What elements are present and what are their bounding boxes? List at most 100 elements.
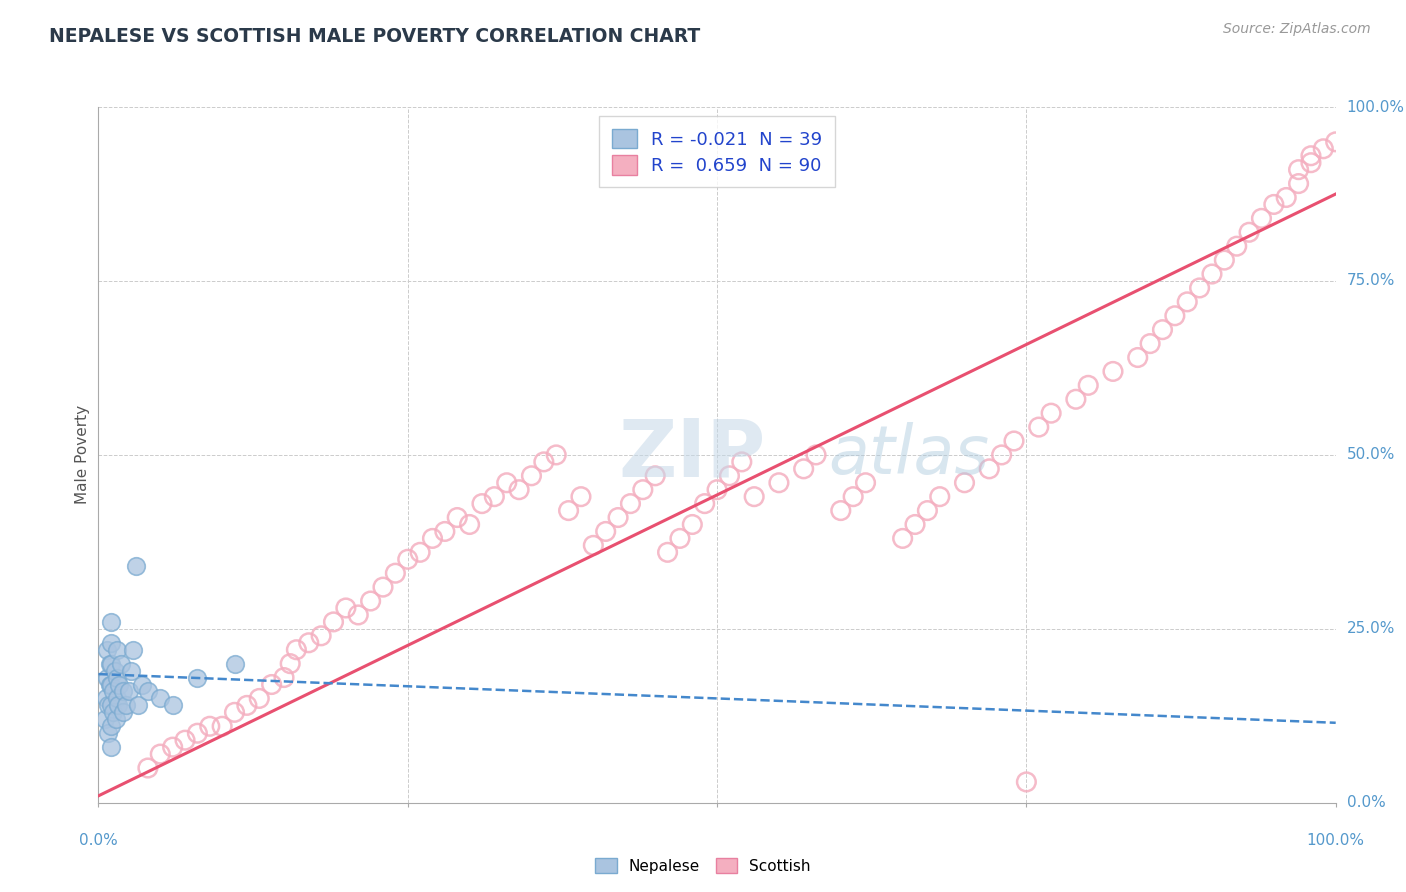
Text: atlas: atlas — [828, 422, 990, 488]
Point — [97, 726, 120, 740]
Point — [162, 698, 184, 713]
Point — [98, 657, 121, 671]
Point — [347, 607, 370, 622]
Point — [100, 677, 122, 691]
Point — [842, 490, 865, 504]
Point — [94, 691, 117, 706]
Point — [657, 545, 679, 559]
Point — [247, 691, 270, 706]
Point — [471, 497, 494, 511]
Point — [520, 468, 543, 483]
Point — [100, 698, 122, 713]
Point — [96, 671, 118, 685]
Point — [97, 698, 120, 713]
Point — [1213, 253, 1236, 268]
Point — [105, 691, 128, 706]
Point — [1015, 775, 1038, 789]
Point — [533, 455, 555, 469]
Point — [93, 712, 115, 726]
Point — [928, 490, 950, 504]
Point — [174, 733, 197, 747]
Point — [1250, 211, 1272, 226]
Point — [979, 462, 1001, 476]
Point — [422, 532, 444, 546]
Point — [1152, 323, 1174, 337]
Point — [273, 671, 295, 685]
Point — [110, 657, 132, 671]
Point — [458, 517, 481, 532]
Point — [211, 719, 233, 733]
Point — [260, 677, 283, 691]
Point — [1288, 177, 1310, 191]
Point — [1201, 267, 1223, 281]
Text: 100.0%: 100.0% — [1347, 100, 1405, 114]
Point — [1263, 197, 1285, 211]
Point — [360, 594, 382, 608]
Point — [149, 691, 172, 706]
Point — [1064, 392, 1087, 407]
Point — [100, 615, 122, 629]
Point — [198, 719, 221, 733]
Point — [1126, 351, 1149, 365]
Point — [1226, 239, 1249, 253]
Text: 25.0%: 25.0% — [1347, 622, 1395, 636]
Point — [103, 706, 125, 720]
Point — [1102, 364, 1125, 378]
Point — [607, 510, 630, 524]
Point — [100, 636, 122, 650]
Legend: Nepalese, Scottish: Nepalese, Scottish — [589, 852, 817, 880]
Point — [495, 475, 517, 490]
Text: 100.0%: 100.0% — [1306, 833, 1365, 848]
Point — [322, 615, 344, 629]
Point — [127, 698, 149, 713]
Point — [1164, 309, 1187, 323]
Point — [186, 671, 208, 685]
Point — [1237, 225, 1260, 239]
Point — [619, 497, 641, 511]
Point — [396, 552, 419, 566]
Point — [433, 524, 456, 539]
Point — [186, 726, 208, 740]
Text: Source: ZipAtlas.com: Source: ZipAtlas.com — [1223, 22, 1371, 37]
Point — [1077, 378, 1099, 392]
Point — [298, 636, 321, 650]
Point — [100, 740, 122, 755]
Point — [669, 532, 692, 546]
Point — [384, 566, 406, 581]
Point — [891, 532, 914, 546]
Point — [1324, 135, 1347, 149]
Point — [595, 524, 617, 539]
Point — [112, 684, 135, 698]
Point — [131, 677, 153, 691]
Y-axis label: Male Poverty: Male Poverty — [75, 405, 90, 505]
Point — [105, 671, 128, 685]
Text: 0.0%: 0.0% — [1347, 796, 1385, 810]
Point — [100, 657, 122, 671]
Point — [1040, 406, 1063, 420]
Point — [644, 468, 666, 483]
Point — [830, 503, 852, 517]
Point — [285, 642, 308, 657]
Point — [804, 448, 827, 462]
Point — [124, 559, 146, 574]
Point — [718, 468, 741, 483]
Point — [706, 483, 728, 497]
Point — [557, 503, 579, 517]
Point — [236, 698, 259, 713]
Point — [793, 462, 815, 476]
Point — [693, 497, 716, 511]
Point — [953, 475, 976, 490]
Point — [136, 761, 159, 775]
Point — [569, 490, 592, 504]
Point — [484, 490, 506, 504]
Point — [149, 747, 172, 761]
Point — [582, 538, 605, 552]
Legend: R = -0.021  N = 39, R =  0.659  N = 90: R = -0.021 N = 39, R = 0.659 N = 90 — [599, 116, 835, 187]
Point — [104, 712, 127, 726]
Point — [136, 684, 159, 698]
Point — [100, 719, 122, 733]
Text: 75.0%: 75.0% — [1347, 274, 1395, 288]
Point — [224, 706, 246, 720]
Point — [409, 545, 432, 559]
Point — [1002, 434, 1025, 448]
